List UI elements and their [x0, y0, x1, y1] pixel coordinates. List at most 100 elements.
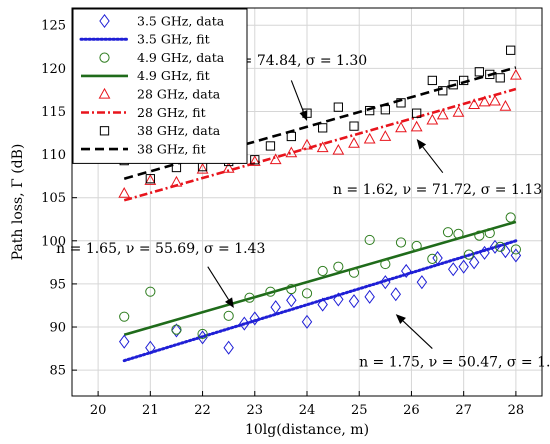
- 28-ghz-data-point: [222, 162, 235, 173]
- annotation-label: n = 1.75, ν = 50.47, σ = 1.60: [359, 355, 550, 371]
- 3-5-ghz-data-point: [270, 300, 281, 315]
- 4-9-ghz-data-point: [265, 286, 276, 297]
- legend-label: 28 GHz, data: [137, 87, 221, 102]
- y-tick-label: 110: [41, 148, 66, 163]
- x-tick-label: 27: [455, 403, 472, 418]
- 4-9-ghz-data-point: [317, 265, 328, 277]
- 3-5-ghz-data-point: [364, 289, 375, 304]
- 38-ghz-data-point: [412, 108, 422, 118]
- legend-label: 38 GHz, fit: [137, 141, 206, 156]
- 3-5-ghz-data-point: [301, 314, 313, 329]
- y-axis-label: Path loss, Γ (dB): [10, 144, 26, 261]
- 4-9-ghz-data-point: [364, 234, 375, 246]
- 28-ghz-data-point: [170, 175, 183, 187]
- 38-ghz-data-point: [506, 45, 516, 55]
- 38-ghz-data-point: [265, 141, 276, 151]
- legend-label: 4.9 GHz, data: [137, 50, 225, 65]
- 38-ghz-data-point: [365, 105, 375, 116]
- 3-5-ghz-data-point: [171, 323, 182, 338]
- 4-9-ghz-data-point: [411, 240, 422, 252]
- annotation-arrow-head: [299, 110, 308, 121]
- legend-marker: [99, 52, 110, 63]
- 3-5-ghz-data-point: [239, 316, 250, 331]
- 3-5-ghz-data-point: [348, 294, 360, 309]
- 3-5-ghz-data-point: [390, 287, 402, 302]
- 38-ghz-data-point: [495, 73, 505, 83]
- 3-5-ghz-data-point: [489, 239, 501, 254]
- fit-lines: [122, 66, 518, 363]
- annotation-arrow-shaft: [402, 320, 433, 349]
- 4-9-ghz-data-point: [510, 244, 521, 255]
- 38-ghz-data-point: [427, 75, 437, 86]
- 4-9-ghz-data-point: [333, 261, 344, 272]
- 28-ghz-data-point: [144, 174, 157, 185]
- 28-ghz-data-point: [316, 141, 329, 153]
- y-tick-label: 105: [41, 191, 66, 206]
- 38-ghz-data-point: [318, 123, 328, 133]
- 3-5-ghz-data-point: [447, 262, 459, 277]
- y-tick-label: 85: [49, 364, 66, 379]
- 38-ghz-data-point: [171, 162, 182, 173]
- annotation-label: n = 1.65, ν = 55.69, σ = 1.43: [56, 241, 265, 257]
- 28-ghz-data-point: [348, 137, 360, 148]
- 28-ghz-data-point: [410, 120, 423, 132]
- 28-ghz-data-point: [452, 106, 465, 117]
- 28-ghz-data-point: [499, 99, 512, 111]
- 28-ghz-data-point: [196, 162, 209, 174]
- 4-9-ghz-data-point: [171, 324, 182, 335]
- 4-9-ghz-data-point: [197, 328, 208, 340]
- 3-5-ghz-data-point: [468, 255, 480, 270]
- 28-ghz-data-point: [436, 108, 449, 120]
- 4-9-ghz-data-point: [380, 258, 391, 270]
- 38-ghz-data-point: [448, 80, 458, 90]
- annotation-label: n = 1.62, ν = 71.72, σ = 1.13: [333, 182, 542, 198]
- 4-9-ghz-data-point: [442, 227, 454, 238]
- x-axis-label: 10lg(distance, m): [245, 422, 369, 438]
- legend-marker: [99, 13, 110, 29]
- 4-9-ghz-data-point: [495, 241, 506, 252]
- 4-9-ghz-data-point: [474, 230, 485, 241]
- 28-ghz-data-point: [118, 187, 131, 198]
- annotation-arrow-shaft: [207, 266, 230, 300]
- 3-5-ghz-data-point: [223, 340, 234, 355]
- y-tick-label: 120: [41, 62, 66, 77]
- 28-ghz-data-point: [426, 113, 439, 125]
- 3-5-ghz-data-point: [500, 244, 511, 259]
- 3-5-ghz-data-point: [317, 297, 328, 312]
- 38-ghz-data-point: [286, 131, 296, 142]
- annotation-arrow-shaft: [422, 146, 444, 174]
- legend-label: 28 GHz, fit: [137, 105, 206, 120]
- 4-9-ghz-data-point: [395, 237, 407, 248]
- legend-box: [72, 8, 248, 164]
- x-tick-label: 21: [142, 403, 159, 418]
- axis-ticks: 20 21 22 23 24 25 26 27 28 85 90 95 100 105 110 115 120 1…: [41, 19, 524, 418]
- legend: 3.5 GHz, data 3.5 GHz, fit 4.9 GHz, data 4.…: [72, 8, 248, 164]
- 38-ghz-data-point: [380, 105, 390, 115]
- y-tick-label: 125: [41, 19, 66, 34]
- 28-ghz-data-point: [395, 121, 407, 133]
- 3-5-ghz-data-point: [479, 245, 490, 260]
- 38-ghz-data-point: [485, 69, 495, 80]
- 28-ghz-data-point: [363, 132, 376, 144]
- y-tick-label: 90: [49, 321, 66, 336]
- 38-ghz-fit-line: [123, 66, 517, 180]
- 3-5-ghz-data-point: [286, 293, 297, 308]
- 3-5-ghz-data-point: [458, 259, 469, 274]
- 4-9-ghz-data-point: [223, 310, 234, 321]
- 3-5-ghz-data-point: [416, 275, 428, 290]
- x-tick-label: 23: [247, 403, 264, 418]
- 4-9-ghz-data-point: [119, 311, 130, 322]
- x-tick-label: 24: [299, 403, 316, 418]
- 38-ghz-data-point: [459, 75, 469, 86]
- 3-5-ghz-data-point: [333, 292, 344, 307]
- 38-ghz-data-point: [333, 102, 343, 112]
- 28-ghz-data-point: [379, 130, 392, 141]
- 4-9-ghz-data-point: [301, 288, 313, 299]
- x-tick-label: 20: [90, 403, 107, 418]
- 4-9-ghz-data-point: [244, 292, 255, 303]
- 3-5-ghz-data-point: [400, 263, 412, 279]
- 28-ghz-data-point: [509, 68, 522, 80]
- 4-9-ghz-data-point: [286, 283, 297, 295]
- legend-label: 38 GHz, data: [137, 123, 221, 138]
